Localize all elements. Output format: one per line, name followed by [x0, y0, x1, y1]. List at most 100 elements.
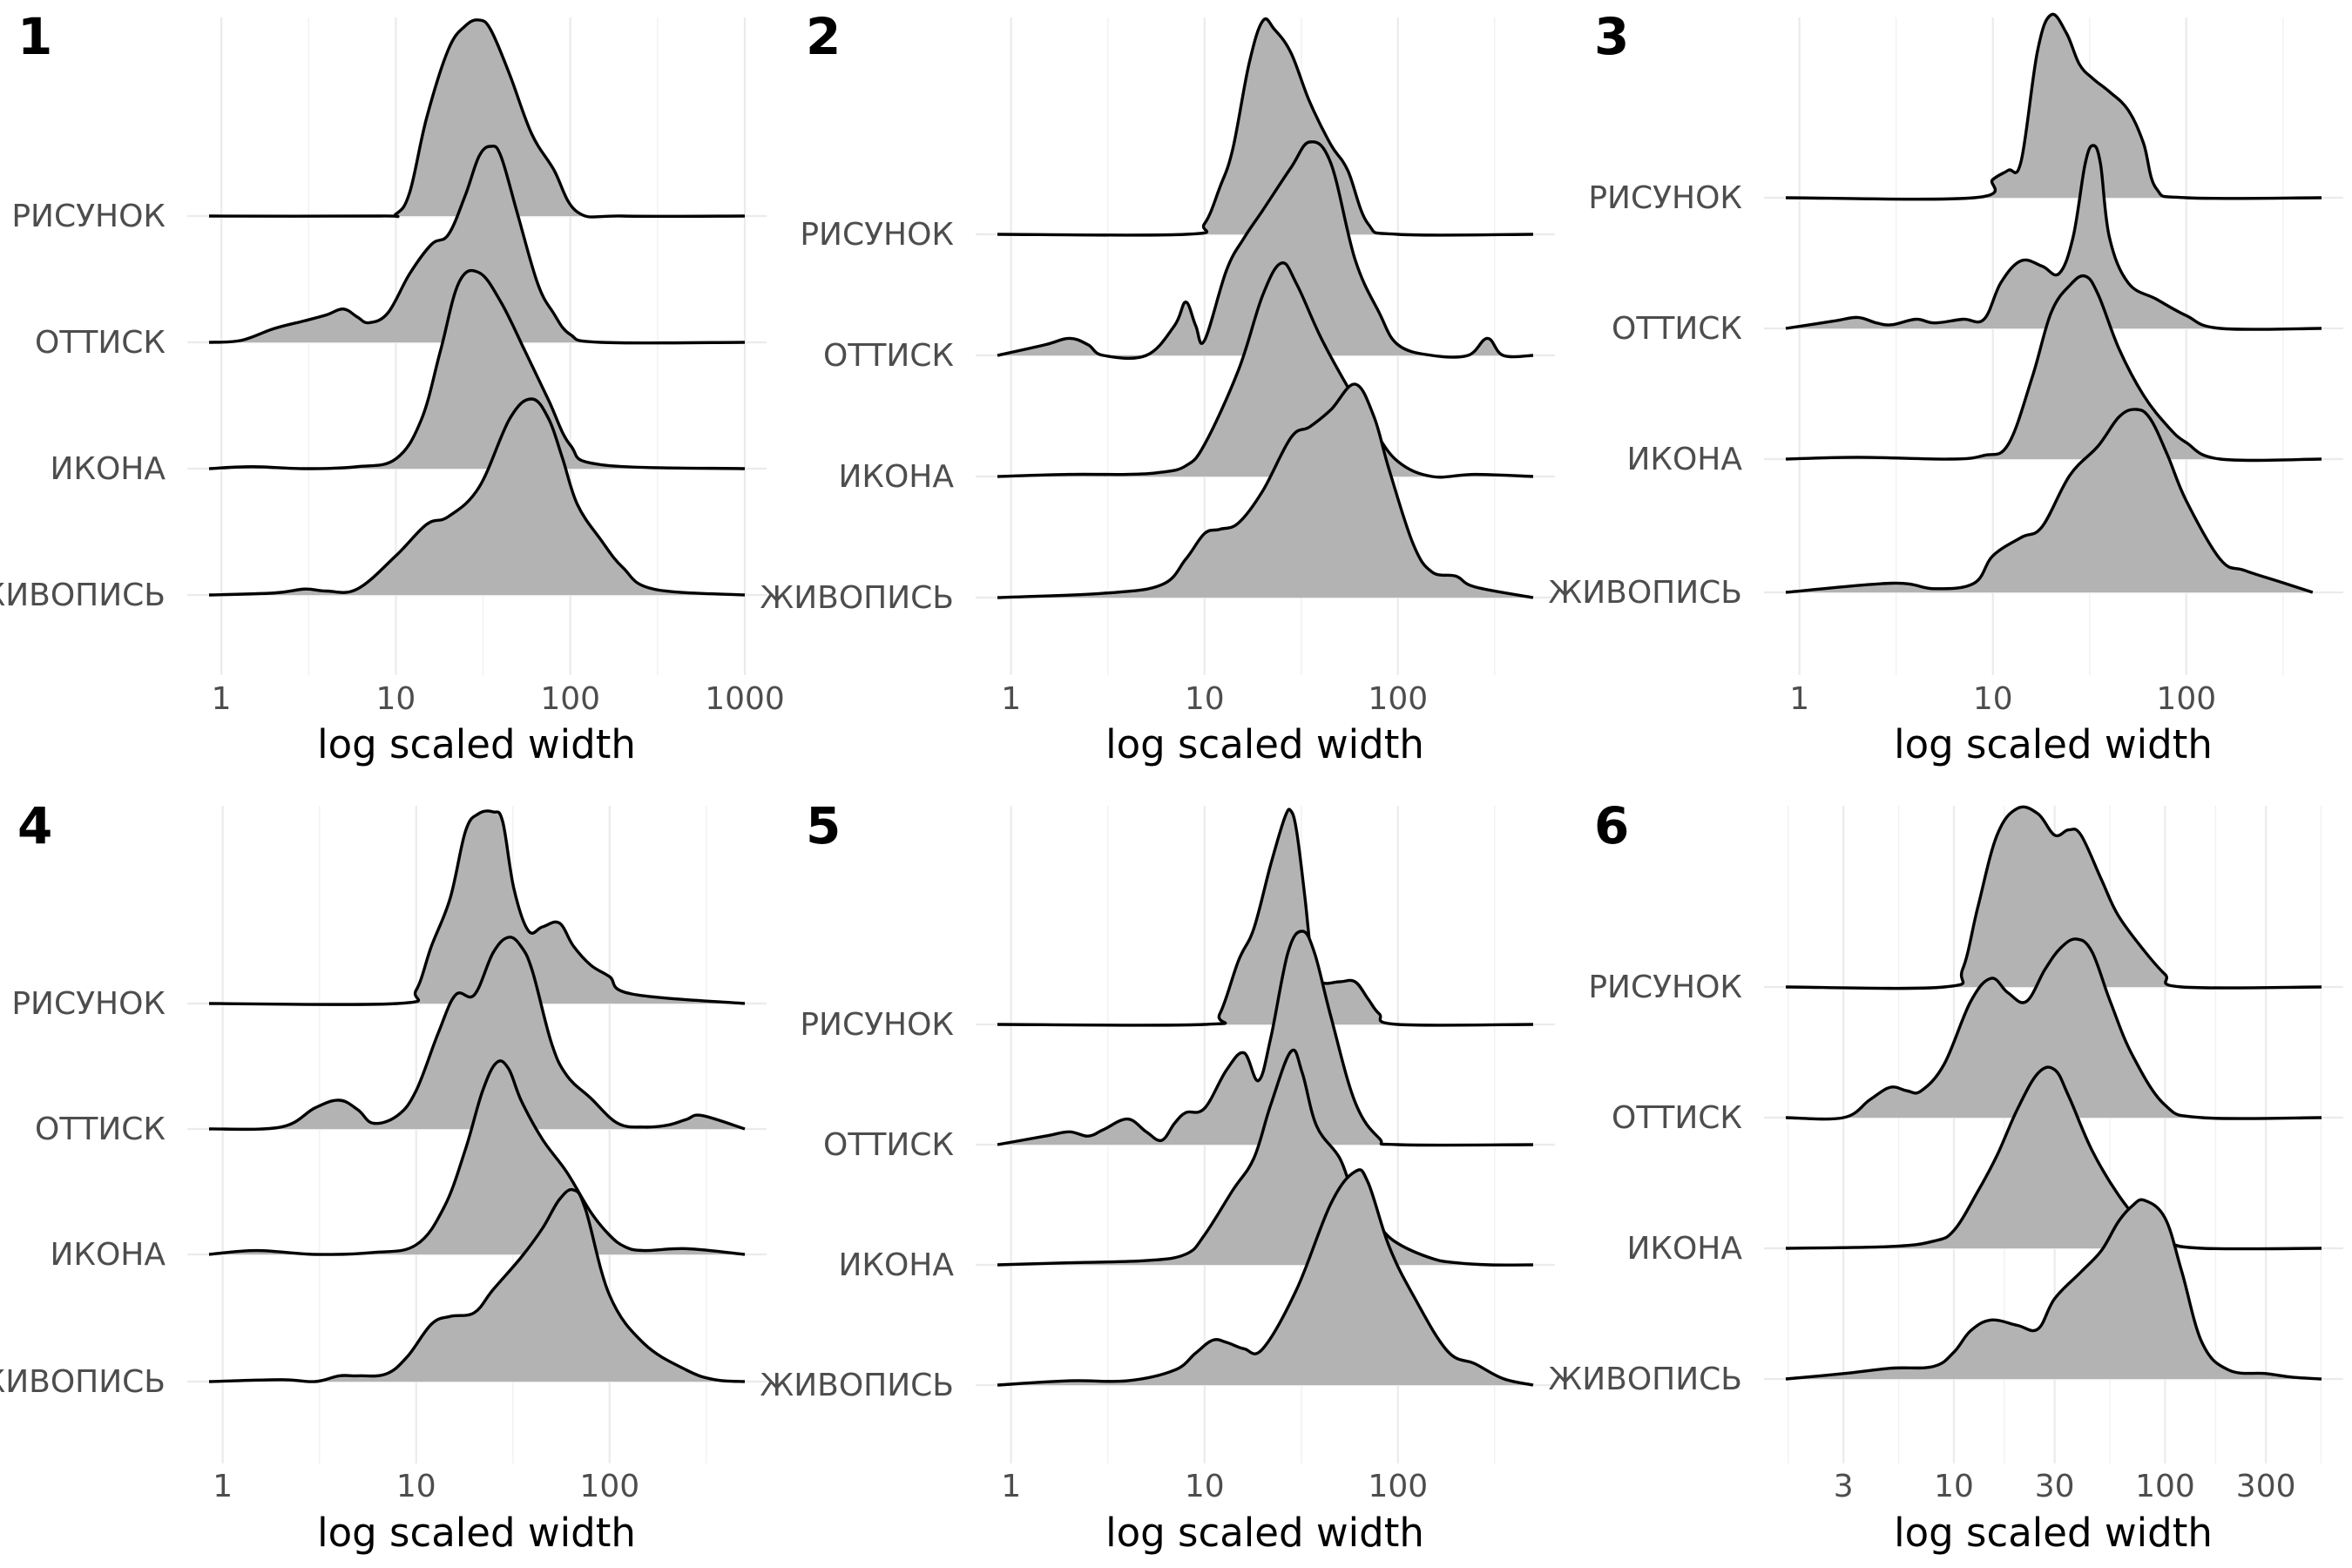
- category-label: ОТТИСК: [1612, 311, 1742, 347]
- ridge-1: [997, 808, 1534, 1027]
- category-label: ОТТИСК: [823, 338, 954, 374]
- ridge-2: [997, 140, 1534, 360]
- panel-6: РИСУНОК ОТТИСК ИКОНА ЖИВОПИСЬ 3 10 30 100 300 log…: [1548, 796, 2343, 1556]
- ridge-outline: [1785, 12, 2322, 201]
- ridge-area: [1786, 409, 2313, 592]
- x-axis-title: log scaled width: [1894, 721, 2213, 767]
- ridge-area: [209, 19, 745, 218]
- ridge-area: [209, 1060, 745, 1255]
- category-label: ИКОНА: [50, 1237, 166, 1273]
- ridge-area: [1786, 1200, 2322, 1379]
- category-label: РИСУНОК: [11, 199, 166, 234]
- panel-2: РИСУНОК ОТТИСК ИКОНА ЖИВОПИСЬ 1 10 100 log scal…: [760, 7, 1555, 767]
- ridge-area: [209, 145, 745, 343]
- x-tick-label: 1: [1001, 1469, 1021, 1504]
- ridge-area: [1786, 1067, 2322, 1249]
- category-label: ЖИВОПИСЬ: [1548, 575, 1742, 611]
- ridge-4: [1785, 408, 2314, 594]
- x-axis-title: log scaled width: [317, 1510, 636, 1556]
- ridge-area: [1786, 145, 2322, 330]
- category-label: ЖИВОПИСЬ: [0, 578, 166, 613]
- ridge-outline: [208, 268, 746, 470]
- ridge-2: [208, 145, 746, 345]
- ridge-area: [1786, 938, 2322, 1119]
- ridge-outline: [208, 936, 746, 1132]
- ridge-area: [997, 262, 1533, 477]
- ridge-3: [208, 1059, 746, 1256]
- category-label: РИСУНОК: [1588, 970, 1742, 1005]
- ridge-area: [1786, 275, 2322, 461]
- ridge-outline: [1785, 937, 2322, 1121]
- panel-tag: 4: [17, 796, 52, 855]
- x-tick-label: 3: [1834, 1469, 1854, 1504]
- x-tick-label: 100: [2135, 1469, 2195, 1504]
- ridge-outline: [1785, 408, 2314, 594]
- ridge-1: [208, 18, 746, 219]
- ridge-area: [209, 810, 745, 1005]
- x-tick-label: 10: [396, 1469, 436, 1504]
- panel-tag: 2: [806, 7, 841, 66]
- ridge-area: [1786, 14, 2322, 199]
- category-label: ОТТИСК: [35, 325, 166, 361]
- ridge-outline: [208, 1187, 746, 1383]
- ridge-4: [997, 382, 1534, 599]
- x-tick-label: 10: [1973, 681, 2013, 717]
- ridge-3: [997, 261, 1534, 479]
- category-label: ИКОНА: [50, 451, 166, 487]
- ridge-area: [1786, 807, 2322, 989]
- ridge-1: [208, 809, 746, 1006]
- ridge-1: [1785, 805, 2322, 990]
- category-label: ИКОНА: [1626, 1231, 1742, 1267]
- category-label: ОТТИСК: [35, 1112, 166, 1147]
- ridge-area: [997, 1169, 1533, 1385]
- ridge-outline: [208, 397, 746, 597]
- ridge-outline: [208, 18, 746, 219]
- x-tick-label: 1: [1001, 681, 1021, 717]
- x-tick-label: 100: [1368, 1469, 1428, 1504]
- category-label: ЖИВОПИСЬ: [760, 1368, 954, 1403]
- x-axis-title: log scaled width: [1105, 1510, 1424, 1556]
- ridge-area: [997, 809, 1533, 1025]
- ridge-outline: [997, 808, 1534, 1027]
- ridge-2: [208, 936, 746, 1132]
- ridge-outline: [997, 261, 1534, 479]
- panel-tag: 5: [806, 796, 841, 855]
- panel-1: РИСУНОК ОТТИСК ИКОНА ЖИВОПИСЬ 1 10 100 1000 log …: [0, 7, 785, 767]
- category-label: ЖИВОПИСЬ: [1548, 1362, 1742, 1397]
- ridge-area: [209, 1189, 745, 1382]
- x-tick-label: 100: [579, 1469, 639, 1504]
- ridge-outline: [997, 382, 1534, 599]
- ridge-1: [1785, 12, 2322, 201]
- x-tick-label: 10: [1934, 1469, 1974, 1504]
- category-label: РИСУНОК: [800, 1007, 954, 1043]
- ridge-outline: [997, 1048, 1534, 1267]
- ridge-outline: [1785, 1198, 2322, 1381]
- ridge-4: [208, 1187, 746, 1383]
- ridge-outline: [997, 1168, 1534, 1387]
- ridge-outline: [208, 145, 746, 345]
- panel-tag: 6: [1594, 796, 1629, 855]
- category-label: РИСУНОК: [800, 217, 954, 253]
- x-axis-title: log scaled width: [1894, 1510, 2213, 1556]
- ridge-outline: [208, 809, 746, 1006]
- ridge-area: [997, 18, 1533, 235]
- ridge-outline: [1785, 274, 2322, 463]
- ridge-1: [997, 17, 1534, 237]
- ridge-3: [1785, 274, 2322, 463]
- ridge-outline: [1785, 805, 2322, 990]
- ridge-area: [209, 936, 745, 1130]
- category-label: ЖИВОПИСЬ: [0, 1364, 166, 1400]
- ridge-area: [209, 399, 745, 595]
- ridge-3: [1785, 1065, 2322, 1251]
- x-tick-label: 1: [1789, 681, 1809, 717]
- panel-4: РИСУНОК ОТТИСК ИКОНА ЖИВОПИСЬ 1 10 100 log scal…: [0, 796, 767, 1556]
- category-label: РИСУНОК: [11, 986, 166, 1022]
- ridge-area: [997, 383, 1533, 598]
- ridge-outline: [997, 929, 1534, 1147]
- x-tick-label: 300: [2236, 1469, 2296, 1504]
- category-label: ОТТИСК: [823, 1127, 954, 1163]
- ridge-3: [208, 268, 746, 470]
- ridge-outline: [997, 140, 1534, 360]
- ridge-2: [1785, 937, 2322, 1121]
